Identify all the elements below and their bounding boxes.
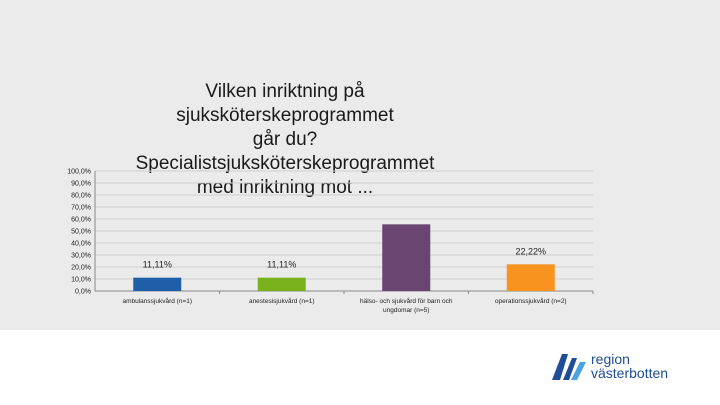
x-tick-label: ungdomar (n=5) [383, 307, 429, 314]
chart-title: Vilken inriktning på sjuksköterskeprogra… [105, 80, 465, 200]
x-tick-label: operationssjukvård (n=2) [495, 297, 567, 305]
chart-title-line-1: Vilken inriktning på sjuksköterskeprogra… [176, 81, 394, 126]
y-tick-label: 40,0% [71, 241, 91, 248]
data-label: 11,11% [267, 260, 296, 270]
y-tick-label: 70,0% [71, 205, 91, 212]
slide-background [0, 0, 720, 330]
y-tick-label: 60,0% [71, 217, 91, 224]
bar [506, 264, 555, 291]
chart-title-line-2: går du? Specialistsjuksköterskeprogramme… [135, 129, 435, 174]
bar [133, 277, 182, 291]
logo-mark-icon [552, 354, 586, 380]
y-tick-label: 0,0% [75, 289, 91, 296]
y-tick-label: 90,0% [71, 181, 91, 188]
y-tick-label: 100,0% [67, 169, 91, 176]
y-tick-label: 20,0% [71, 265, 91, 272]
logo-text-region: region [591, 351, 630, 367]
x-tick-label: ambulanssjukvård (n=1) [122, 297, 192, 305]
x-tick-label: anestesisjukvård (n=1) [249, 297, 315, 305]
bar-chart: 0,0% 10,0% 20,0% 30,0% 40,0% 50,0% 60,0% 70,0% 8… [67, 169, 594, 314]
data-label: 22,22% [515, 246, 546, 256]
region-vasterbotten-logo: region västerbotten [550, 352, 710, 388]
logo-text-vasterbotten: västerbotten [591, 365, 669, 381]
y-tick-label: 30,0% [71, 253, 91, 260]
bar [382, 224, 431, 291]
x-tick-label: hälso- och sjukvård för barn och [360, 297, 453, 305]
y-tick-label: 10,0% [71, 277, 91, 284]
y-tick-label: 50,0% [71, 229, 91, 236]
bar [257, 277, 306, 291]
chart-title-line-3: med inriktning mot ... [196, 177, 374, 198]
data-label: 11,11% [143, 260, 172, 270]
y-tick-label: 80,0% [71, 193, 91, 200]
